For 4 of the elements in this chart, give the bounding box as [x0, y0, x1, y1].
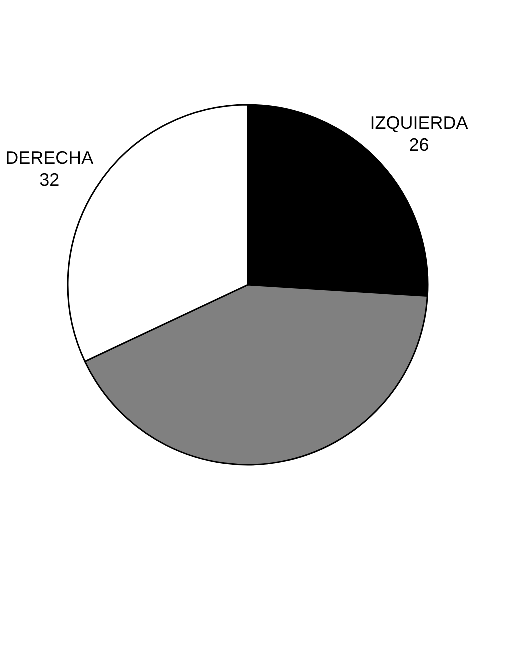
- data-label: 32: [40, 170, 60, 190]
- data-label: 26: [409, 135, 430, 156]
- slice-label: DERECHA: [6, 148, 94, 168]
- slice-label: IZQUIERDA: [370, 113, 468, 134]
